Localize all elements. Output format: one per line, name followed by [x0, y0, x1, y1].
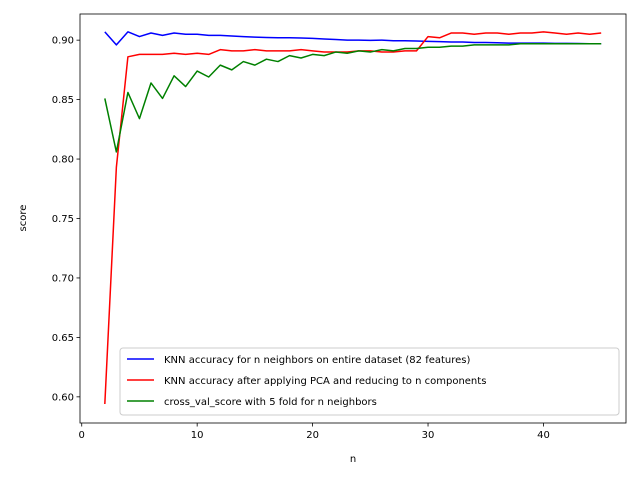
y-tick-label: 0.70	[52, 273, 74, 284]
y-axis-label: score	[18, 205, 29, 232]
x-tick-label: 40	[537, 430, 550, 441]
legend-label-1: KNN accuracy for n neighbors on entire d…	[164, 355, 471, 366]
series-line-3	[104, 42, 602, 153]
x-axis-label: n	[350, 454, 356, 465]
x-tick-label: 20	[306, 430, 319, 441]
y-tick-label: 0.90	[52, 36, 74, 47]
x-tick-label: 10	[191, 430, 204, 441]
legend: KNN accuracy for n neighbors on entire d…	[119, 347, 620, 416]
legend-label-2: KNN accuracy after applying PCA and redu…	[164, 376, 486, 387]
series-line-1	[104, 31, 602, 46]
y-tick-label: 0.65	[52, 333, 74, 344]
x-tick-label: 0	[79, 430, 85, 441]
axes-layer: 0 10 20 30 40 0.60 0.65 0.70 0.75 0.80 0.85 0.90	[52, 13, 627, 441]
legend-label-3: cross_val_score with 5 fold for n neighb…	[164, 397, 377, 408]
y-tick-label: 0.60	[52, 392, 74, 403]
y-tick-label: 0.80	[52, 155, 74, 166]
y-tick-label: 0.75	[52, 214, 74, 225]
legend-box	[119, 347, 620, 416]
x-tick-label: 30	[422, 430, 435, 441]
series-layer	[104, 31, 602, 405]
y-tick-label: 0.85	[52, 95, 74, 106]
